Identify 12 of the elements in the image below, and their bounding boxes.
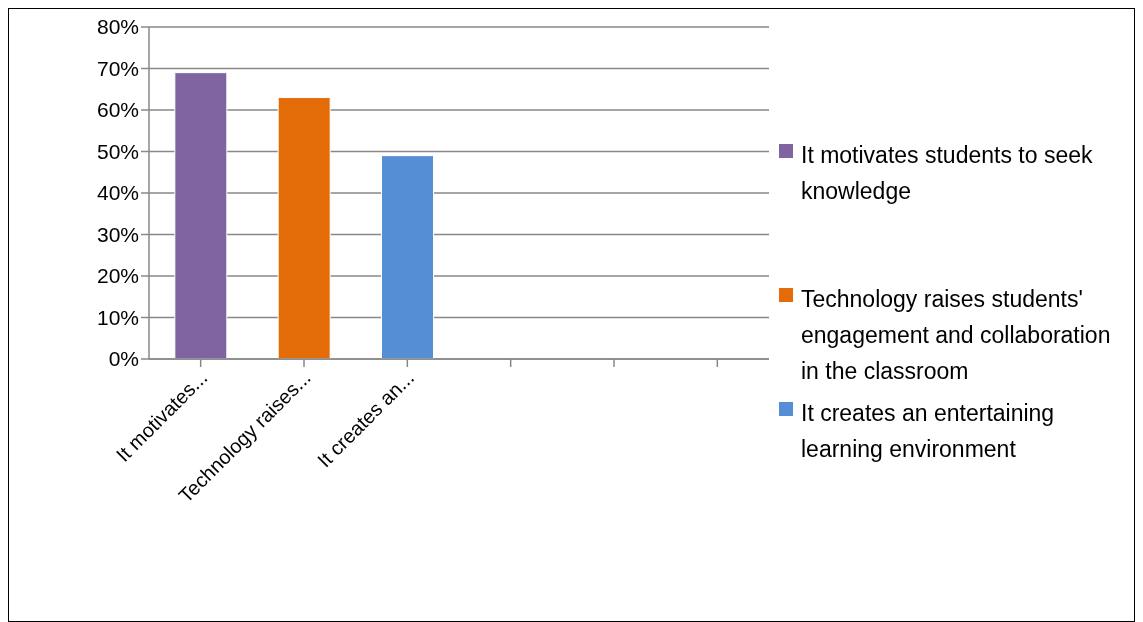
y-tick-label: 80% xyxy=(96,15,139,39)
legend-label: It motivates students to seek knowledge xyxy=(801,141,1094,206)
y-tick-label: 30% xyxy=(96,222,139,246)
y-tick-label: 60% xyxy=(96,98,139,122)
y-tick-label: 20% xyxy=(96,264,139,288)
y-tick-label: 40% xyxy=(96,181,139,205)
y-tick-label: 70% xyxy=(96,56,139,80)
y-tick-label: 0% xyxy=(108,347,139,371)
y-tick-label: 10% xyxy=(96,305,139,329)
legend-label: It creates an entertaining learning environment xyxy=(801,399,1056,464)
y-tick-label: 50% xyxy=(96,139,139,163)
legend-label: Technology raises students' engagement and collaboration in the classroom xyxy=(801,285,1112,386)
